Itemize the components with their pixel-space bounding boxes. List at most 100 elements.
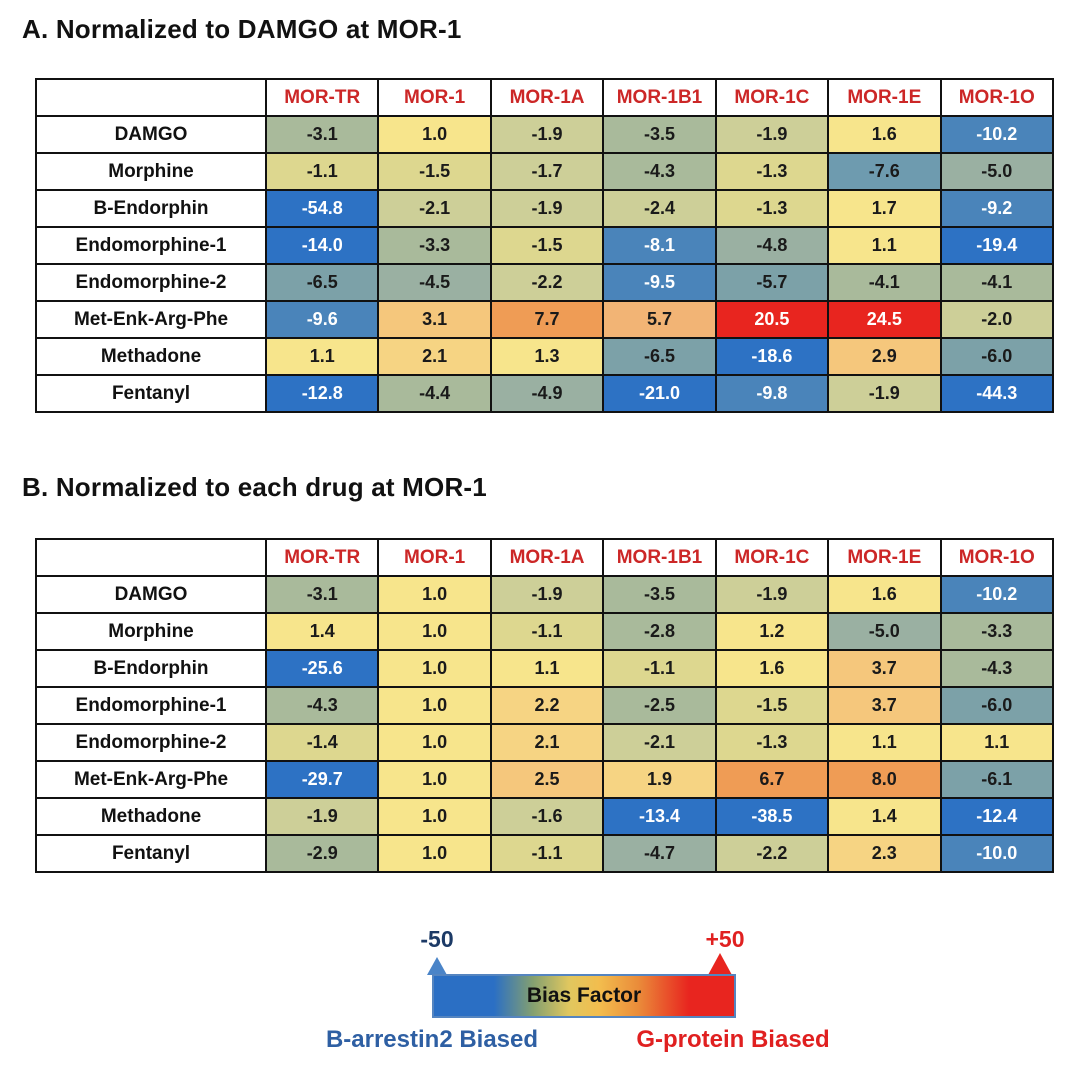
- table-row: DAMGO -3.1 1.0 -1.9 -3.5 -1.9 1.6 -10.2: [35, 575, 1054, 614]
- bias-cell: -9.6: [264, 300, 380, 339]
- bias-cell: 1.0: [377, 115, 492, 154]
- table-row: Endomorphine-1 -14.0 -3.3 -1.5 -8.1 -4.8 1.1 -1…: [35, 226, 1054, 265]
- bias-cell: -2.4: [602, 189, 717, 228]
- table-row: B-Endorphin -54.8 -2.1 -1.9 -2.4 -1.3 1.7 -9.2: [35, 189, 1054, 228]
- bias-cell: 1.0: [377, 686, 492, 725]
- bias-cell: -1.5: [489, 226, 605, 265]
- bias-cell: -44.3: [939, 374, 1054, 413]
- row-label-endomorphine-1: Endomorphine-1: [35, 686, 267, 725]
- bias-cell: -1.9: [489, 189, 605, 228]
- table-row: Endomorphine-2 -1.4 1.0 2.1 -2.1 -1.3 1.1 1.1: [35, 723, 1054, 762]
- legend-left-label: B-arrestin2 Biased: [325, 1026, 539, 1053]
- row-label-b-endorphin: B-Endorphin: [35, 649, 267, 688]
- bias-cell: 1.6: [827, 115, 942, 154]
- column-header-mor-1b1: MOR-1B1: [602, 538, 717, 577]
- bias-cell: -4.3: [264, 686, 380, 725]
- bias-cell: 1.0: [377, 649, 492, 688]
- bias-cell: -2.8: [602, 612, 717, 651]
- bias-cell: -2.2: [714, 834, 830, 873]
- table-row: Fentanyl -2.9 1.0 -1.1 -4.7 -2.2 2.3 -10.0: [35, 834, 1054, 873]
- table-row: Met-Enk-Arg-Phe -29.7 1.0 2.5 1.9 6.7 8.0 -6.1: [35, 760, 1054, 799]
- bias-cell: -2.2: [489, 263, 605, 302]
- bias-cell: -2.9: [264, 834, 380, 873]
- bias-cell: -6.5: [602, 337, 717, 376]
- legend-right-arrow-icon: [708, 953, 732, 975]
- panel-a-title: A. Normalized to DAMGO at MOR-1: [22, 14, 462, 44]
- bias-cell: 1.6: [714, 649, 830, 688]
- bias-cell: 1.9: [602, 760, 717, 799]
- bias-cell: 1.4: [264, 612, 380, 651]
- bias-cell: -4.1: [827, 263, 942, 302]
- bias-cell: -6.1: [939, 760, 1054, 799]
- bias-cell: 24.5: [827, 300, 942, 339]
- header-row: MOR-TR MOR-1 MOR-1A MOR-1B1 MOR-1C MOR-1E MOR-…: [35, 538, 1054, 577]
- bias-cell: -29.7: [264, 760, 380, 799]
- bias-cell: -1.1: [489, 612, 605, 651]
- column-header-mor-1o: MOR-1O: [939, 538, 1054, 577]
- row-label-damgo: DAMGO: [35, 115, 267, 154]
- bias-cell: -1.9: [714, 575, 830, 614]
- row-label-damgo: DAMGO: [35, 575, 267, 614]
- bias-cell: -1.5: [714, 686, 830, 725]
- bias-table-a: MOR-TR MOR-1 MOR-1A MOR-1B1 MOR-1C MOR-1E MOR-…: [35, 78, 1054, 413]
- bias-cell: -14.0: [264, 226, 380, 265]
- row-label-endomorphine-2: Endomorphine-2: [35, 263, 267, 302]
- column-header-mor-tr: MOR-TR: [264, 538, 380, 577]
- bias-cell: 1.0: [377, 760, 492, 799]
- bias-cell: -8.1: [602, 226, 717, 265]
- bias-cell: 1.0: [377, 612, 492, 651]
- bias-cell: -4.5: [377, 263, 492, 302]
- table-row: Morphine 1.4 1.0 -1.1 -2.8 1.2 -5.0 -3.3: [35, 612, 1054, 651]
- bias-cell: 5.7: [602, 300, 717, 339]
- bias-cell: -5.0: [827, 612, 942, 651]
- bias-cell: -1.1: [264, 152, 380, 191]
- bias-cell: -1.5: [377, 152, 492, 191]
- bias-cell: -1.3: [714, 152, 830, 191]
- row-label-methadone: Methadone: [35, 797, 267, 836]
- row-label-b-endorphin: B-Endorphin: [35, 189, 267, 228]
- bias-cell: -12.8: [264, 374, 380, 413]
- bias-cell: -6.5: [264, 263, 380, 302]
- bias-cell: -1.9: [489, 115, 605, 154]
- row-label-endomorphine-2: Endomorphine-2: [35, 723, 267, 762]
- bias-cell: -1.1: [602, 649, 717, 688]
- row-label-fentanyl: Fentanyl: [35, 374, 267, 413]
- bias-cell: -2.1: [602, 723, 717, 762]
- legend-min-label: -50: [420, 926, 454, 952]
- row-label-fentanyl: Fentanyl: [35, 834, 267, 873]
- bias-cell: -1.3: [714, 723, 830, 762]
- bias-cell: -3.3: [377, 226, 492, 265]
- bias-cell: 1.6: [827, 575, 942, 614]
- bias-cell: -4.1: [939, 263, 1054, 302]
- bias-cell: -25.6: [264, 649, 380, 688]
- bias-cell: 1.1: [939, 723, 1054, 762]
- bias-cell: -1.9: [264, 797, 380, 836]
- column-header-mor-1c: MOR-1C: [714, 538, 830, 577]
- bias-cell: -1.4: [264, 723, 380, 762]
- bias-cell: -4.3: [939, 649, 1054, 688]
- bias-cell: 2.1: [377, 337, 492, 376]
- panel-b-title: B. Normalized to each drug at MOR-1: [22, 472, 487, 502]
- column-header-mor-1e: MOR-1E: [827, 78, 942, 117]
- table-row: Endomorphine-1 -4.3 1.0 2.2 -2.5 -1.5 3.7 -6.0: [35, 686, 1054, 725]
- bias-cell: 2.2: [489, 686, 605, 725]
- row-label-met-enk-arg-phe: Met-Enk-Arg-Phe: [35, 760, 267, 799]
- bias-cell: -9.5: [602, 263, 717, 302]
- bias-cell: -4.4: [377, 374, 492, 413]
- legend-max-label: +50: [705, 926, 745, 952]
- bias-cell: 2.1: [489, 723, 605, 762]
- bias-cell: -4.3: [602, 152, 717, 191]
- bias-cell: -1.9: [714, 115, 830, 154]
- legend-right-label: G-protein Biased: [636, 1026, 830, 1053]
- bias-cell: -18.6: [714, 337, 830, 376]
- bias-cell: -19.4: [939, 226, 1054, 265]
- bias-cell: -21.0: [602, 374, 717, 413]
- table-row: Met-Enk-Arg-Phe -9.6 3.1 7.7 5.7 20.5 24.5 -2.0: [35, 300, 1054, 339]
- row-label-endomorphine-1: Endomorphine-1: [35, 226, 267, 265]
- bias-cell: -4.8: [714, 226, 830, 265]
- table-row: Fentanyl -12.8 -4.4 -4.9 -21.0 -9.8 -1.9 -44.3: [35, 374, 1054, 413]
- bias-cell: 1.2: [714, 612, 830, 651]
- bias-cell: 2.3: [827, 834, 942, 873]
